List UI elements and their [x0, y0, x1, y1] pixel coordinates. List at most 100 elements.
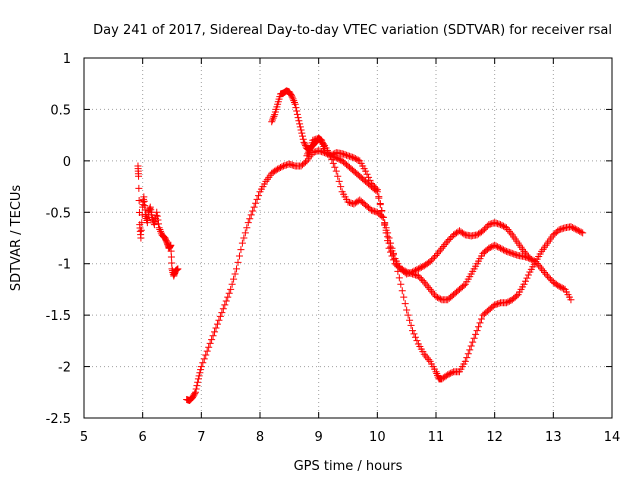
data-point-series-3	[367, 206, 375, 214]
data-point-series-2	[508, 249, 516, 257]
data-point-series-2	[194, 375, 202, 383]
data-point-series-2	[554, 281, 562, 289]
data-point-series-2	[224, 293, 232, 301]
data-point-series-2	[221, 301, 229, 309]
data-point-series-2	[560, 285, 568, 293]
data-point-series-1	[151, 218, 159, 226]
data-point-series-2	[208, 336, 216, 344]
data-point-series-3	[473, 327, 481, 335]
data-point-series-4	[378, 206, 386, 214]
data-point-series-2	[423, 282, 431, 290]
data-point-series-3	[395, 274, 403, 282]
data-point-series-2	[545, 274, 553, 282]
data-point-series-1	[150, 221, 158, 229]
data-point-series-4	[491, 219, 499, 227]
data-point-series-2	[315, 147, 323, 155]
data-point-series-3	[291, 100, 299, 108]
data-point-series-3	[411, 333, 419, 341]
data-point-series-3	[495, 299, 503, 307]
data-point-series-3	[406, 316, 414, 324]
data-point-series-4	[447, 234, 455, 242]
x-tick-label: 14	[604, 430, 621, 445]
data-point-series-4	[353, 155, 361, 163]
data-point-series-4	[498, 221, 506, 229]
data-point-series-3	[433, 370, 441, 378]
data-point-series-2	[541, 268, 549, 276]
data-point-series-2	[301, 158, 309, 166]
data-point-series-2	[240, 234, 248, 242]
data-point-series-2	[275, 164, 283, 172]
data-point-series-3	[372, 208, 380, 216]
data-point-series-3	[523, 274, 531, 282]
data-point-series-4	[350, 154, 358, 162]
data-point-series-3	[423, 354, 431, 362]
data-point-series-3	[299, 132, 307, 140]
data-point-series-4	[326, 152, 334, 160]
data-point-series-2	[502, 247, 510, 255]
data-point-series-4	[495, 220, 503, 228]
data-point-series-3	[289, 95, 297, 103]
data-point-series-3	[401, 300, 409, 308]
data-point-series-3	[400, 293, 408, 301]
x-tick-label: 7	[197, 430, 205, 445]
data-point-series-3	[288, 92, 296, 100]
data-point-series-2	[312, 148, 320, 156]
data-point-series-2	[213, 320, 221, 328]
data-point-series-4	[367, 179, 375, 187]
data-point-series-1	[174, 265, 182, 273]
y-tick-label: -2.5	[46, 412, 71, 427]
data-point-series-2	[277, 164, 285, 172]
data-point-series-4	[523, 251, 531, 259]
data-point-series-4	[404, 269, 412, 277]
data-point-series-2	[501, 247, 509, 255]
data-point-series-3	[409, 327, 417, 335]
data-point-series-1	[155, 224, 163, 232]
data-point-series-3	[432, 368, 440, 376]
data-point-series-3	[407, 321, 415, 329]
data-point-series-2	[420, 278, 428, 286]
data-point-series-3	[345, 199, 353, 207]
data-point-series-4	[362, 167, 370, 175]
data-point-series-2	[209, 332, 217, 340]
data-point-series-4	[482, 224, 490, 232]
x-tick-label: 8	[256, 430, 264, 445]
x-tick-label: 6	[139, 430, 147, 445]
data-point-series-1	[167, 247, 175, 255]
data-point-series-4	[414, 265, 422, 273]
data-point-series-2	[199, 359, 207, 367]
data-point-series-2	[495, 244, 503, 252]
data-point-series-2	[195, 372, 203, 380]
data-point-series-1	[138, 211, 146, 219]
data-point-series-4	[488, 220, 496, 228]
data-point-series-4	[348, 153, 356, 161]
data-point-series-4	[445, 236, 453, 244]
x-axis-label: GPS time / hours	[294, 459, 403, 474]
data-point-series-3	[370, 207, 378, 215]
data-point-series-2	[234, 258, 242, 266]
data-point-series-3	[331, 163, 339, 171]
data-point-series-3	[268, 116, 276, 124]
data-point-series-2	[246, 215, 254, 223]
data-point-series-4	[375, 193, 383, 201]
data-point-series-4	[438, 244, 446, 252]
data-point-series-4	[433, 250, 441, 258]
data-point-series-3	[472, 330, 480, 338]
data-point-series-3	[292, 104, 300, 112]
y-axis-label: SDTVAR / TECUs	[9, 185, 24, 292]
data-point-series-4	[442, 239, 450, 247]
data-point-series-4	[321, 145, 329, 153]
data-point-series-4	[384, 233, 392, 241]
data-point-series-2	[235, 252, 243, 260]
data-point-series-4	[406, 269, 414, 277]
data-point-series-2	[491, 241, 499, 249]
data-point-series-2	[288, 161, 296, 169]
data-point-series-3	[397, 280, 405, 288]
data-point-series-2	[281, 161, 289, 169]
data-point-series-3	[568, 223, 576, 231]
data-point-series-3	[469, 338, 477, 346]
data-point-series-2	[278, 163, 286, 171]
data-point-series-4	[502, 224, 510, 232]
data-point-series-1	[154, 216, 162, 224]
data-point-series-2	[542, 270, 550, 278]
axis-ticks	[83, 57, 613, 419]
